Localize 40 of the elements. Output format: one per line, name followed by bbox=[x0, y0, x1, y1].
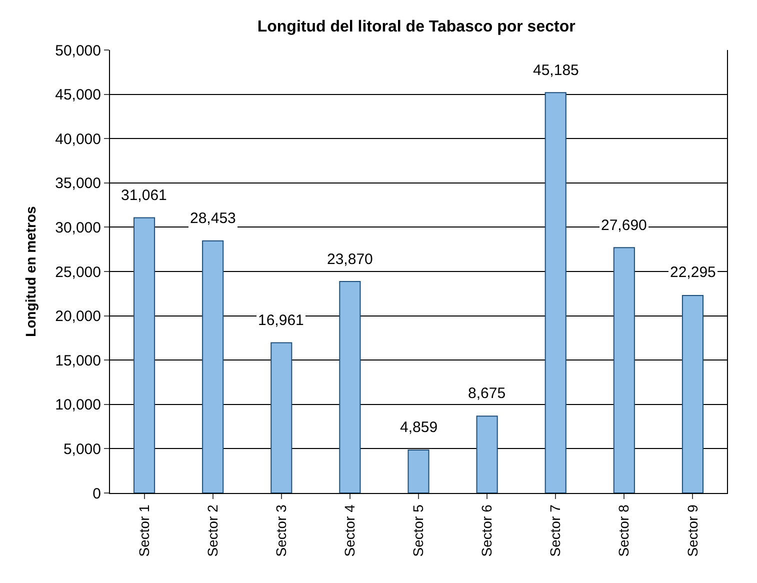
data-label: 8,675 bbox=[468, 385, 506, 402]
data-label: 4,859 bbox=[400, 419, 438, 436]
x-tick-label: Sector 2 bbox=[204, 504, 220, 557]
chart-title: Longitud del litoral de Tabasco por sector bbox=[257, 18, 576, 36]
bar bbox=[682, 294, 704, 493]
bar bbox=[202, 240, 224, 493]
data-label: 27,690 bbox=[601, 217, 647, 234]
x-tick-label: Sector 9 bbox=[684, 504, 700, 557]
bar bbox=[544, 92, 566, 493]
y-tick-label: 45,000 bbox=[55, 86, 101, 104]
data-label: 23,870 bbox=[327, 251, 373, 268]
bar bbox=[270, 342, 292, 493]
y-tick-label: 20,000 bbox=[55, 308, 101, 326]
x-tick-label: Sector 8 bbox=[616, 504, 632, 557]
data-label: 28,453 bbox=[190, 210, 236, 227]
y-tick-label: 50,000 bbox=[55, 42, 101, 60]
bar bbox=[133, 217, 156, 493]
bar bbox=[476, 416, 498, 493]
data-label: 16,961 bbox=[258, 312, 304, 329]
x-tick-label: Sector 4 bbox=[341, 504, 358, 557]
y-tick-label: 40,000 bbox=[55, 130, 101, 148]
x-tick-label: Sector 6 bbox=[478, 504, 495, 557]
y-tick-label: 15,000 bbox=[55, 352, 101, 370]
y-tick-label: 0 bbox=[92, 485, 101, 502]
x-tick-label: Sector 5 bbox=[410, 504, 426, 557]
y-tick-label: 35,000 bbox=[55, 175, 101, 192]
y-tick-label: 25,000 bbox=[55, 264, 101, 281]
data-label: 31,061 bbox=[121, 187, 167, 204]
bar bbox=[408, 449, 430, 493]
y-tick-label: 10,000 bbox=[55, 396, 101, 414]
y-tick-label: 5,000 bbox=[63, 440, 101, 458]
y-axis-title: Longitud en metros bbox=[22, 206, 39, 337]
data-label: 22,295 bbox=[670, 264, 716, 281]
bar bbox=[613, 247, 635, 493]
y-tick-label: 30,000 bbox=[55, 219, 101, 236]
bar bbox=[339, 281, 361, 493]
x-tick-label: Sector 7 bbox=[547, 504, 564, 557]
data-label: 45,185 bbox=[533, 62, 579, 79]
x-tick-label: Sector 3 bbox=[272, 504, 289, 557]
x-tick-label: Sector 1 bbox=[136, 504, 152, 557]
